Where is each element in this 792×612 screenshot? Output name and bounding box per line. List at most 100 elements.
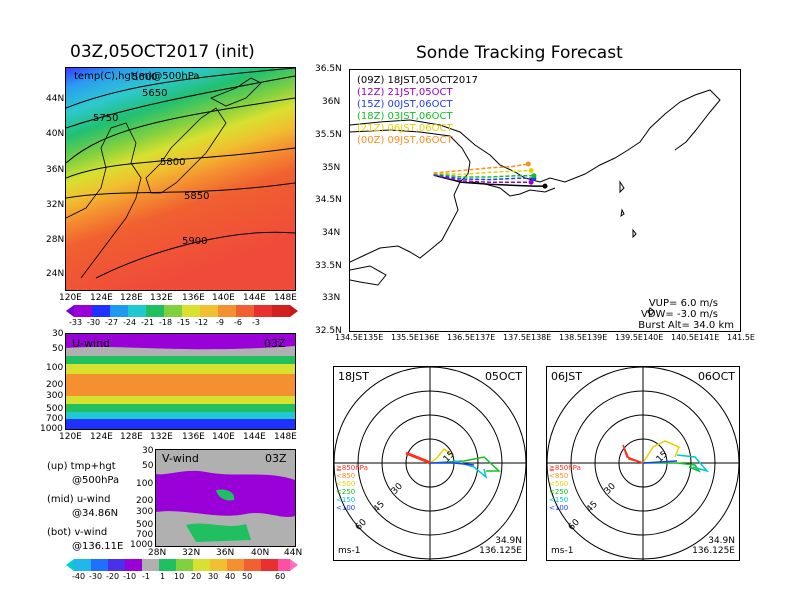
lat-tick: 36N bbox=[216, 548, 235, 558]
lat-tick: 40N bbox=[46, 129, 65, 139]
hodo-lat: 34.9N bbox=[495, 536, 522, 546]
track-endpoint-1 bbox=[528, 179, 534, 185]
level-item: <100 bbox=[549, 504, 569, 512]
vdw-param: VDW= -3.0 m/s bbox=[641, 309, 718, 320]
sonde-map: (09Z) 18JST,05OCT2017 (12Z) 21JST,05OCT … bbox=[349, 69, 741, 332]
lat-tick: 35N bbox=[322, 163, 341, 173]
hodo-lon: 136.125E bbox=[479, 546, 522, 556]
lon-tick: 139.5E bbox=[615, 333, 643, 342]
contour-label: 5600 bbox=[132, 72, 158, 83]
colorbar-label: -33 bbox=[69, 318, 83, 327]
p-tick: 50 bbox=[142, 461, 154, 471]
level-item: <850 bbox=[549, 472, 569, 480]
hodo-unit: ms-1 bbox=[338, 546, 361, 556]
lon-tick: 124E bbox=[90, 293, 113, 303]
lon-tick: 139E bbox=[587, 333, 608, 342]
lon-tick: 138.5E bbox=[559, 333, 587, 342]
colorbar-label: -6 bbox=[234, 318, 242, 327]
burst-param: Burst Alt= 34.0 km bbox=[638, 320, 734, 331]
colorbar-label: -24 bbox=[123, 318, 137, 327]
hodo-level-legend: ≧850hPa <850 <500 <250 <150 <100 bbox=[549, 465, 581, 513]
lon-tick: 136.5E bbox=[447, 333, 475, 342]
track-endpoint-0 bbox=[542, 183, 548, 189]
legend-line: @500hPa bbox=[72, 475, 120, 486]
lon-tick: 141E bbox=[699, 333, 720, 342]
p-tick: 50 bbox=[52, 344, 64, 354]
lon-tick: 136E bbox=[419, 333, 440, 342]
legend-line: @136.11E bbox=[72, 541, 124, 552]
left-title: 03Z,05OCT2017 (init) bbox=[70, 42, 255, 62]
p-tick: 200 bbox=[136, 496, 154, 506]
vup-param: VUP= 6.0 m/s bbox=[648, 298, 718, 309]
track-endpoint-5 bbox=[525, 161, 531, 167]
hodo-date: 06OCT bbox=[697, 370, 735, 383]
track-line-2 bbox=[433, 173, 534, 181]
contour-label: 5800 bbox=[160, 157, 186, 168]
p-tick: 100 bbox=[46, 363, 64, 373]
colorbar-label: -27 bbox=[105, 318, 119, 327]
level-item: <150 bbox=[549, 496, 569, 504]
colorbar-label: -9 bbox=[216, 318, 224, 327]
contour-label: 5850 bbox=[184, 191, 210, 202]
track-line-1 bbox=[433, 174, 532, 183]
level-item: ≧850hPa bbox=[336, 464, 368, 472]
track-line-4 bbox=[433, 169, 532, 176]
v-wind-field bbox=[156, 450, 295, 546]
colorbar-label: -12 bbox=[195, 318, 209, 327]
p-tick: 300 bbox=[136, 507, 154, 517]
lon-tick: 120E bbox=[59, 293, 82, 303]
lon-tick: 135.5E bbox=[391, 333, 419, 342]
lat-tick: 28N bbox=[148, 548, 167, 558]
hodo-time: 18JST bbox=[338, 370, 369, 383]
contour-label: 5900 bbox=[182, 236, 208, 247]
lon-tick: 132E bbox=[150, 293, 173, 303]
u-wind-field bbox=[66, 334, 295, 429]
lat-tick: 28N bbox=[46, 235, 65, 245]
temp-hgt-field bbox=[66, 68, 295, 290]
legend-item: (12Z) 21JST,05OCT bbox=[357, 87, 453, 98]
hodograph-plot bbox=[334, 367, 526, 560]
level-item: ≧850hPa bbox=[549, 464, 581, 472]
lon-tick: 140.5E bbox=[671, 333, 699, 342]
colorbar-label: 1 bbox=[160, 572, 166, 581]
lon-tick: 124E bbox=[90, 432, 113, 442]
p-tick: 200 bbox=[46, 380, 64, 390]
p-tick: 500 bbox=[136, 520, 154, 530]
temp-hgt-map: temp(C),hgt(m)@500hPa 5600 5650 5750 580… bbox=[65, 67, 296, 291]
lat-tick: 36N bbox=[46, 165, 65, 175]
p-tick: 500 bbox=[46, 404, 64, 414]
u-wind-time: 03Z bbox=[264, 337, 286, 350]
lat-tick: 44N bbox=[46, 94, 65, 104]
legend-item: (00Z) 09JST,06OCT bbox=[357, 135, 453, 146]
level-item: <150 bbox=[336, 496, 356, 504]
v-wind-label: V-wind bbox=[162, 452, 199, 465]
p-tick: 30 bbox=[142, 446, 154, 456]
lon-tick: 140E bbox=[212, 293, 235, 303]
sonde-title: Sonde Tracking Forecast bbox=[416, 43, 623, 63]
colorbar-label: 10 bbox=[174, 572, 185, 581]
lon-tick: 148E bbox=[274, 432, 297, 442]
lat-tick: 40N bbox=[251, 548, 270, 558]
level-item: <500 bbox=[549, 480, 569, 488]
lon-tick: 138E bbox=[531, 333, 552, 342]
colorbar-label: 50 bbox=[242, 572, 253, 581]
colorbar-label: -3 bbox=[252, 318, 260, 327]
p-tick: 700 bbox=[136, 530, 154, 540]
lat-tick: 33.5N bbox=[315, 261, 342, 271]
u-wind-panel: U-wind 03Z bbox=[65, 333, 296, 430]
legend-line: (up) tmp+hgt bbox=[47, 461, 116, 472]
lat-tick: 35.5N bbox=[315, 130, 342, 140]
contour-label: 5750 bbox=[93, 113, 119, 124]
lon-tick: 148E bbox=[274, 293, 297, 303]
level-item: <850 bbox=[336, 472, 356, 480]
lon-tick: 144E bbox=[243, 293, 266, 303]
sonde-legend: (09Z) 18JST,05OCT2017 (12Z) 21JST,05OCT … bbox=[357, 76, 478, 148]
lat-tick: 32.5N bbox=[315, 326, 342, 336]
lon-tick: 134.5E bbox=[335, 333, 363, 342]
lat-tick: 34.5N bbox=[315, 195, 342, 205]
colorbar-label: -30 bbox=[87, 318, 101, 327]
lon-tick: 141.5E bbox=[727, 333, 755, 342]
colorbar-label: -15 bbox=[177, 318, 191, 327]
lat-tick: 32N bbox=[46, 200, 65, 210]
lon-tick: 128E bbox=[120, 432, 143, 442]
